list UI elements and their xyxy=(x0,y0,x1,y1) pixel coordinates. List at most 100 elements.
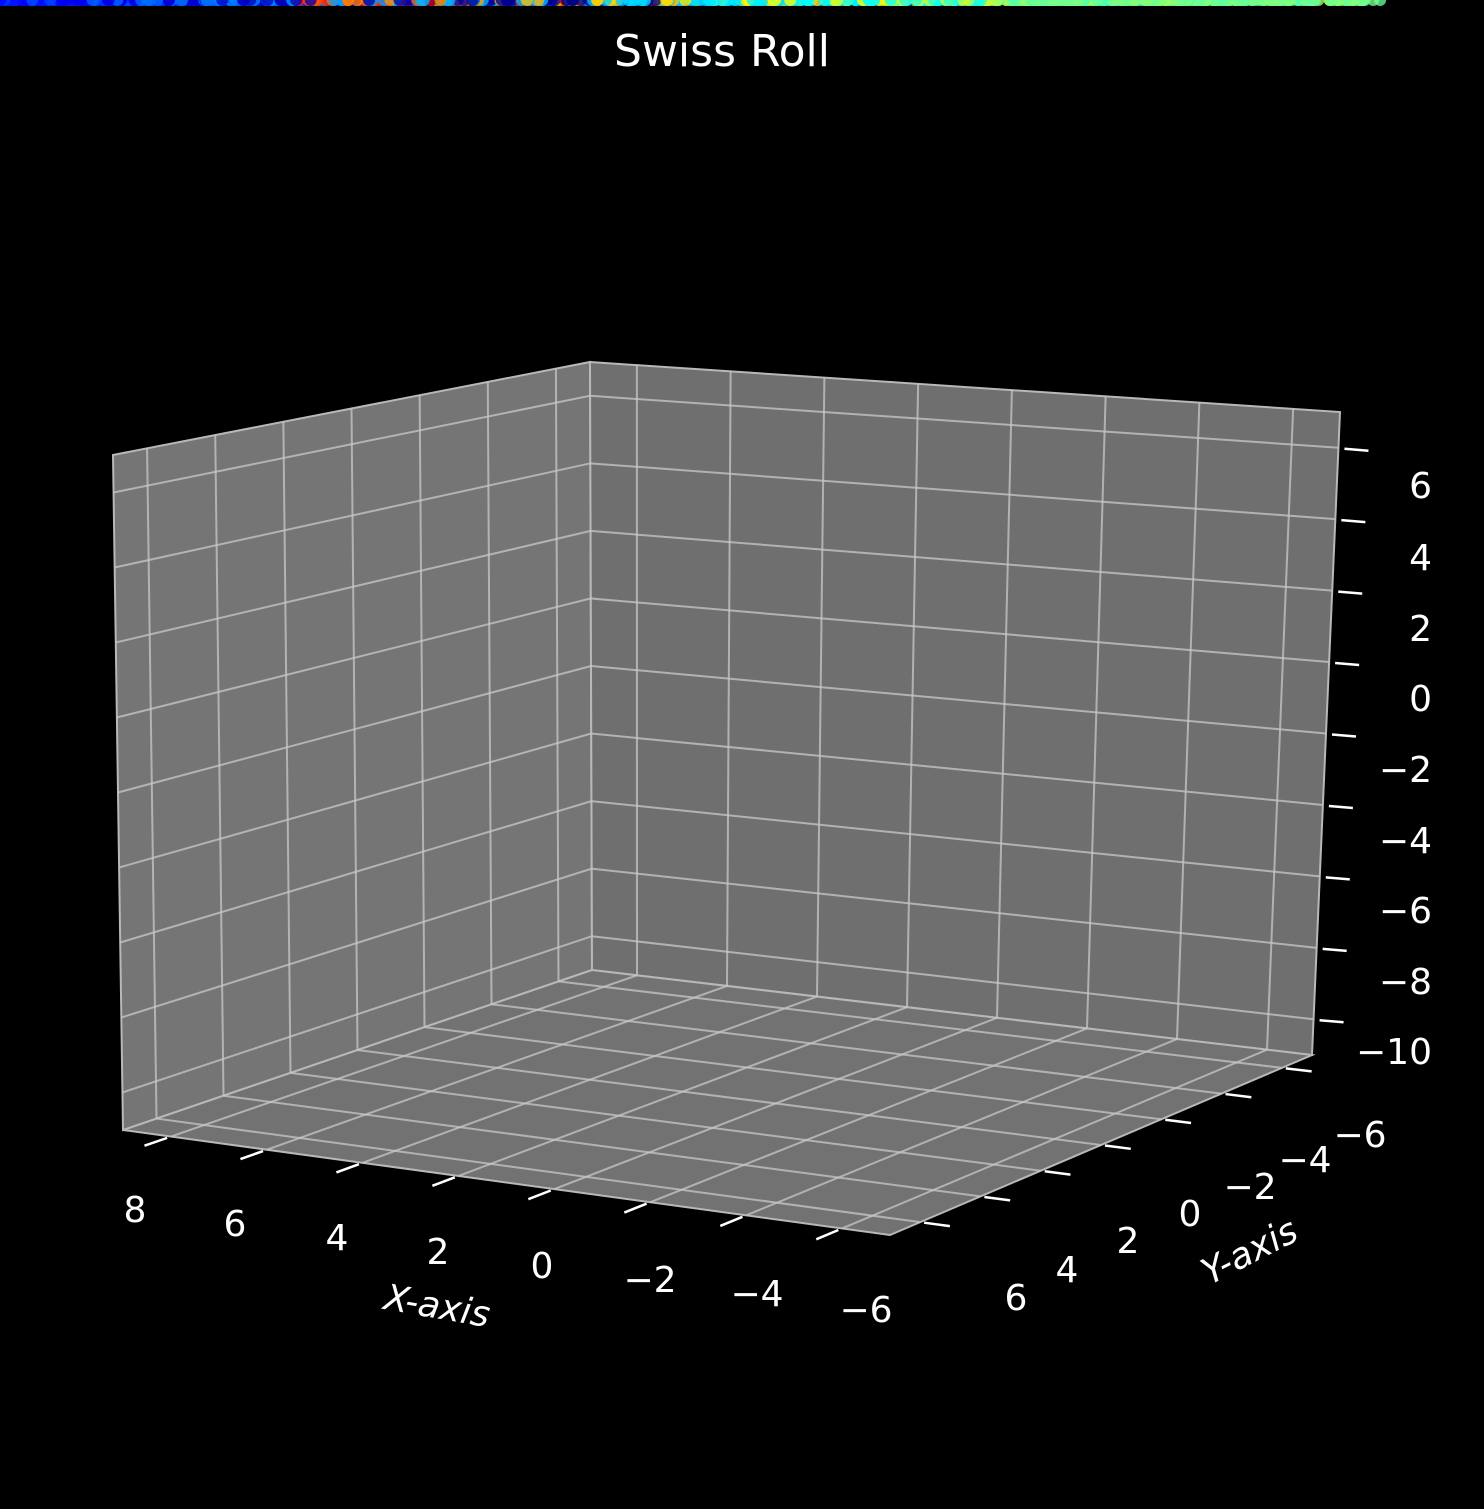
scatter-point xyxy=(1071,0,1084,6)
z-tick-mark xyxy=(1322,947,1347,953)
z-gridline xyxy=(117,664,1327,794)
scatter-point xyxy=(532,0,545,6)
y-gridline-floor xyxy=(558,980,1282,1069)
x-tick-label: −4 xyxy=(730,1274,783,1315)
z-tick-label: −2 xyxy=(1379,750,1432,791)
z-tick-mark xyxy=(1328,804,1353,810)
scatter-point xyxy=(140,0,153,6)
y-tick-label: 4 xyxy=(1056,1250,1079,1291)
scatter-point xyxy=(884,0,897,6)
z-tick-mark xyxy=(1335,661,1360,667)
z-gridline xyxy=(116,597,1330,719)
scatter-point xyxy=(1027,0,1040,6)
scatter-point xyxy=(634,0,647,6)
x-tick-label: 4 xyxy=(326,1218,349,1259)
scatter-point xyxy=(623,0,636,6)
scatter-point xyxy=(163,0,175,6)
y-tick-mark xyxy=(1285,1067,1312,1073)
scatter-point xyxy=(44,0,57,6)
grid-lines xyxy=(113,365,1339,1230)
y-tick-label: 0 xyxy=(1179,1194,1202,1235)
x-tick-label: 0 xyxy=(531,1246,554,1287)
y-tick-mark xyxy=(1044,1169,1071,1176)
pane-back-right xyxy=(588,360,1342,1057)
scatter-point xyxy=(928,0,941,6)
scatter-point xyxy=(1357,0,1369,6)
scatter-point xyxy=(466,0,479,6)
x-tick-mark xyxy=(527,1189,552,1201)
z-gridline xyxy=(118,732,1323,869)
scatter-point xyxy=(1339,0,1352,6)
scatter-point xyxy=(1234,0,1247,6)
z-tick-mark xyxy=(1344,447,1369,452)
z-tick-label: −8 xyxy=(1379,962,1432,1003)
x-tick-label: −2 xyxy=(623,1260,676,1301)
scatter-point xyxy=(649,0,662,6)
scatter-point xyxy=(1107,0,1120,6)
scatter-point xyxy=(899,0,912,6)
scatter-point xyxy=(591,0,603,6)
x-tick-mark xyxy=(431,1176,456,1187)
scatter-point xyxy=(176,0,188,6)
z-tick-mark xyxy=(1319,1019,1344,1024)
scatter-points xyxy=(0,0,1387,6)
chart-title: Swiss Roll xyxy=(614,26,830,77)
scatter-point xyxy=(661,0,674,6)
scatter-point xyxy=(1091,0,1104,6)
scatter-point xyxy=(1140,0,1153,6)
x-tick-label: 8 xyxy=(124,1190,147,1231)
x-tick-mark xyxy=(144,1136,168,1147)
scatter-point xyxy=(244,0,257,6)
scatter-point xyxy=(363,0,375,6)
scatter-point xyxy=(393,0,406,6)
x-tick-label: −6 xyxy=(839,1290,892,1331)
z-gridline xyxy=(122,935,1314,1094)
scatter-point xyxy=(709,0,722,6)
scatter-point xyxy=(520,0,533,6)
y-gridline-floor xyxy=(491,1003,1222,1095)
scatter-point xyxy=(679,0,692,6)
x-tick-label: 6 xyxy=(224,1204,247,1245)
y-tick-label: 6 xyxy=(1005,1278,1028,1319)
z-gridline xyxy=(121,867,1317,1019)
scatter-point xyxy=(184,0,197,6)
x-tick-label: 2 xyxy=(427,1232,450,1273)
y-tick-mark xyxy=(984,1195,1011,1202)
z-tick-mark xyxy=(1338,590,1363,595)
z-tick-label: 0 xyxy=(1409,679,1432,720)
y-tick-mark xyxy=(1104,1144,1131,1151)
scatter-point xyxy=(746,0,759,6)
scatter-point xyxy=(943,0,956,6)
scatter-point xyxy=(501,0,514,6)
scatter-point xyxy=(0,0,5,6)
scatter-point xyxy=(1325,0,1338,6)
scatter-point xyxy=(417,0,430,6)
scatter-point xyxy=(841,0,854,6)
z-tick-label: −6 xyxy=(1379,891,1432,932)
y-gridline-floor xyxy=(223,1094,981,1198)
scatter-point xyxy=(962,0,975,6)
scatter-point xyxy=(1300,0,1313,6)
x-tick-mark xyxy=(719,1215,743,1228)
scatter-point xyxy=(831,0,844,6)
z-tick-mark xyxy=(1331,733,1357,738)
scatter-point xyxy=(67,0,79,6)
z-gridline xyxy=(115,529,1333,644)
scatter-point xyxy=(1367,0,1380,6)
y-tick-label: −4 xyxy=(1278,1140,1331,1181)
scatter-point xyxy=(1267,0,1280,6)
scatter-point xyxy=(1257,0,1270,6)
y-gridline-floor xyxy=(290,1071,1041,1172)
scatter-point xyxy=(290,0,303,6)
scatter-point xyxy=(1224,0,1237,6)
z-tick-label: 4 xyxy=(1409,538,1432,579)
scatter-point xyxy=(216,0,229,6)
y-tick-mark xyxy=(1165,1118,1192,1125)
scatter-point xyxy=(274,0,287,6)
y-gridline-floor xyxy=(357,1049,1102,1146)
z-gridline xyxy=(114,462,1336,569)
scatter-point xyxy=(200,0,213,6)
scatter-point xyxy=(802,0,815,6)
